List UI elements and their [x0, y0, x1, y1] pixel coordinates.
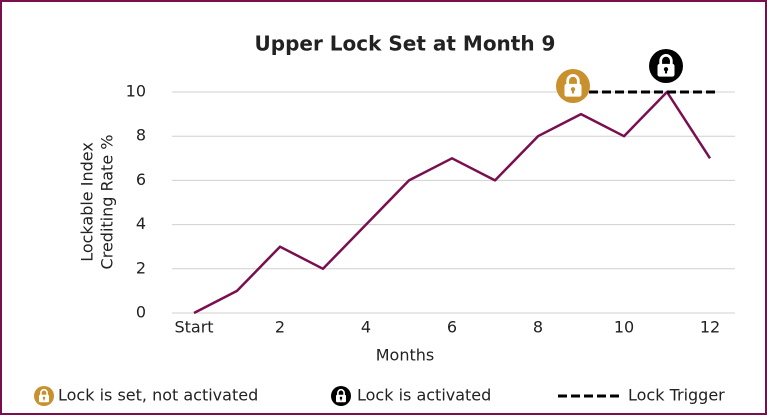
- x-tick-label: Start: [174, 318, 213, 337]
- x-tick-label: 8: [533, 318, 543, 337]
- y-tick-label: 6: [136, 170, 146, 189]
- chart-title: Upper Lock Set at Month 9: [255, 32, 556, 56]
- x-tick-label: 10: [614, 318, 634, 337]
- y-tick-label: 10: [126, 82, 146, 101]
- x-axis-label: Months: [376, 346, 434, 365]
- lock-shackle: [566, 74, 580, 85]
- lock-shackle: [40, 389, 48, 396]
- x-tick-label: 2: [275, 318, 285, 337]
- y-axis-label: Crediting Rate %: [98, 135, 117, 270]
- y-axis-label: Lockable Index: [78, 142, 97, 262]
- lock-keyhole: [664, 69, 668, 74]
- legend-label: Lock is set, not activated: [58, 386, 258, 405]
- lock-set-icon: [556, 69, 590, 103]
- x-tick-label: 4: [361, 318, 371, 337]
- legend-label: Lock Trigger: [628, 386, 725, 405]
- legend-icon: [331, 386, 351, 406]
- y-tick-label: 8: [136, 126, 146, 145]
- lock-shackle: [659, 54, 673, 65]
- y-tick-label: 2: [136, 258, 146, 277]
- legend-label: Lock is activated: [357, 386, 491, 405]
- x-tick-label: 6: [447, 318, 457, 337]
- lock-keyhole: [571, 89, 575, 94]
- x-tick-label: 12: [700, 318, 720, 337]
- data-line: [193, 90, 712, 315]
- lock-shackle: [337, 389, 345, 396]
- lock-activated-icon: [649, 49, 683, 83]
- lock-keyhole: [340, 397, 342, 401]
- lock-keyhole: [43, 397, 45, 401]
- legend-icon: [34, 386, 54, 406]
- y-tick-label: 0: [136, 303, 146, 322]
- y-tick-label: 4: [136, 214, 146, 233]
